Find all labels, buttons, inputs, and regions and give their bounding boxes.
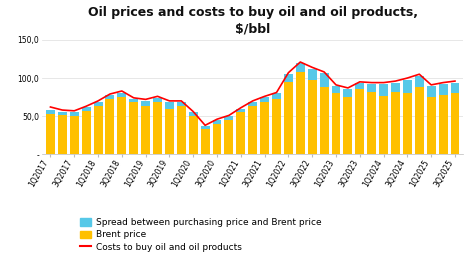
Bar (272, 99, 281, 154)
Bar (284, 82, 293, 154)
Bar (320, 87, 329, 154)
Bar (296, 63, 305, 72)
Bar (284, 74, 293, 82)
Bar (403, 80, 412, 93)
Bar (272, 93, 281, 99)
Bar (58, 111, 67, 115)
Bar (94, 106, 102, 154)
Bar (212, 120, 221, 124)
Bar (225, 116, 234, 120)
Bar (260, 97, 269, 102)
Bar (212, 124, 221, 154)
Bar (331, 93, 341, 154)
Bar (105, 99, 114, 154)
Bar (70, 116, 79, 154)
Bar (355, 83, 364, 89)
Bar (451, 83, 460, 93)
Bar (391, 92, 400, 154)
Bar (46, 114, 55, 154)
Bar (427, 97, 436, 154)
Bar (165, 102, 174, 109)
Legend: Spread between purchasing price and Brent price, Brent price, Costs to buy oil a: Spread between purchasing price and Bren… (80, 218, 322, 252)
Bar (248, 102, 257, 106)
Bar (415, 87, 424, 154)
Bar (70, 111, 79, 116)
Bar (189, 116, 197, 154)
Bar (427, 86, 436, 97)
Bar (46, 110, 55, 114)
Bar (236, 109, 245, 112)
Bar (82, 107, 91, 111)
Bar (344, 97, 352, 154)
Bar (189, 112, 197, 116)
Bar (451, 93, 460, 154)
Bar (225, 120, 234, 154)
Bar (141, 101, 150, 106)
Bar (201, 126, 210, 129)
Bar (308, 80, 317, 154)
Bar (129, 99, 138, 102)
Bar (355, 89, 364, 154)
Bar (308, 69, 317, 80)
Bar (94, 102, 102, 106)
Bar (82, 111, 91, 154)
Bar (58, 115, 67, 154)
Bar (320, 73, 329, 87)
Bar (105, 95, 114, 99)
Bar (415, 76, 424, 87)
Title: Oil prices and costs to buy oil and oil products,
$/bbl: Oil prices and costs to buy oil and oil … (88, 6, 418, 36)
Bar (403, 93, 412, 154)
Bar (331, 86, 341, 93)
Bar (141, 106, 150, 154)
Bar (165, 109, 174, 154)
Bar (248, 106, 257, 154)
Bar (260, 102, 269, 154)
Bar (379, 95, 388, 154)
Bar (236, 112, 245, 154)
Bar (439, 95, 447, 154)
Bar (201, 129, 210, 154)
Bar (153, 102, 162, 154)
Bar (129, 102, 138, 154)
Bar (344, 89, 352, 97)
Bar (391, 83, 400, 92)
Bar (296, 72, 305, 154)
Bar (177, 106, 186, 154)
Bar (153, 98, 162, 102)
Bar (177, 102, 186, 106)
Bar (367, 84, 376, 92)
Bar (367, 92, 376, 154)
Bar (117, 97, 126, 154)
Bar (439, 84, 447, 95)
Bar (379, 84, 388, 95)
Bar (117, 93, 126, 97)
